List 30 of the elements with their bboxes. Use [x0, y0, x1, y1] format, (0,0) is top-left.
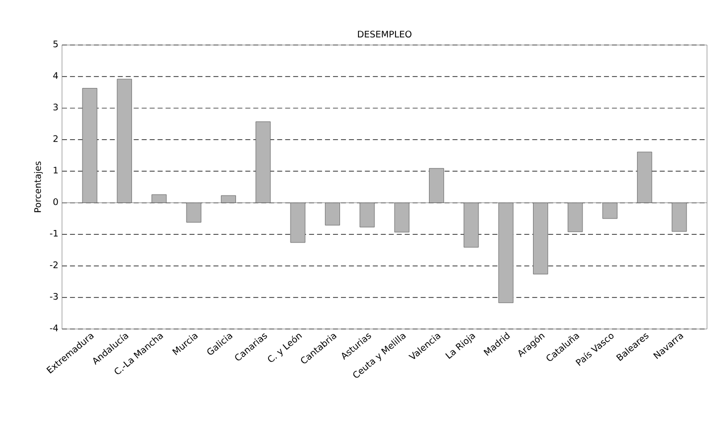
bar [672, 202, 687, 232]
bar [429, 168, 444, 203]
bar [637, 152, 652, 203]
chart-title: DESEMPLEO [358, 30, 412, 38]
y-tick-label: 0 [53, 198, 58, 206]
y-tick-label: -2 [50, 261, 58, 268]
bar [602, 202, 618, 219]
y-tick-label: -3 [50, 292, 58, 300]
bar [394, 202, 410, 232]
bar [533, 202, 548, 274]
bar [186, 202, 202, 223]
bar [464, 202, 479, 248]
bar [152, 194, 167, 203]
y-tick-label: 1 [54, 166, 58, 174]
bar [498, 202, 514, 304]
y-tick-label: 4 [53, 72, 58, 79]
y-tick-label: 3 [53, 104, 58, 110]
y-axis-title: Porcentajes [34, 161, 43, 212]
bar [256, 121, 271, 203]
bar [325, 202, 340, 226]
y-tick-label: -4 [50, 324, 58, 332]
y-tick-label: -1 [50, 230, 58, 237]
y-tick-label: 5 [53, 40, 58, 48]
bar [220, 195, 236, 203]
y-tick-label: 2 [53, 135, 58, 142]
bar [360, 202, 375, 228]
bar [290, 202, 306, 243]
bar [116, 78, 132, 203]
bar [82, 88, 98, 203]
bar [568, 202, 583, 232]
